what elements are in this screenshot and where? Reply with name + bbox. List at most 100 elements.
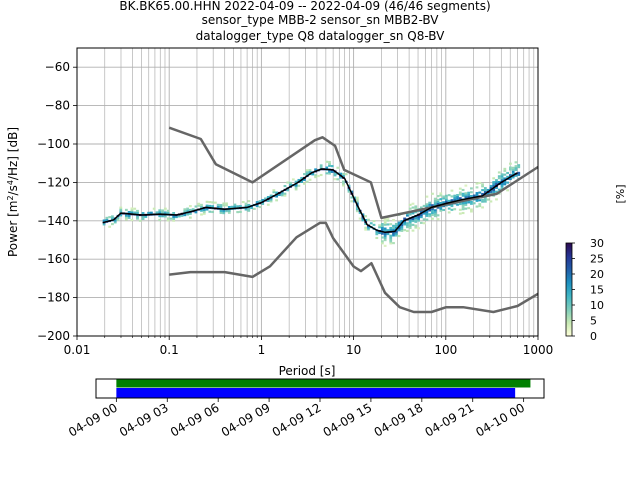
histogram-cell (489, 190, 493, 193)
histogram-cell (458, 197, 462, 200)
y-tick-label: −160 (37, 252, 70, 266)
histogram-cell (175, 215, 178, 219)
histogram-cell (492, 177, 496, 180)
histogram-cell (431, 209, 434, 213)
histogram-cell (266, 203, 270, 206)
histogram-cell (433, 214, 437, 218)
histogram-cell (419, 214, 423, 217)
histogram-cell (475, 199, 479, 202)
histogram-cell (280, 192, 284, 195)
histogram-cell (447, 207, 451, 210)
histogram-cell (247, 207, 251, 210)
histogram-cell (508, 166, 512, 169)
histogram-cell (278, 193, 281, 196)
histogram-cell (367, 228, 370, 231)
histogram-cell (483, 198, 487, 201)
histogram-cell (200, 205, 203, 208)
histogram-cell (208, 210, 212, 213)
histogram-cell (141, 217, 145, 220)
histogram-cell (389, 226, 393, 230)
histogram-cell (116, 216, 120, 219)
histogram-cell (188, 216, 192, 219)
histogram-cell (386, 229, 390, 232)
histogram-cell (470, 210, 473, 213)
colorbar-tick-label: 15 (590, 284, 604, 297)
histogram-cell (172, 217, 176, 220)
histogram-cell (233, 205, 237, 208)
histogram-cell (355, 200, 359, 203)
histogram-cell (305, 169, 309, 172)
histogram-cell (495, 182, 498, 186)
histogram-cell (461, 192, 465, 195)
histogram-cell (155, 211, 159, 214)
histogram-cell (408, 226, 412, 229)
histogram-cell (380, 226, 384, 229)
coverage-bar-green (116, 379, 531, 388)
histogram-cell (294, 186, 298, 189)
histogram-cell (342, 172, 345, 175)
histogram-cell (425, 203, 429, 206)
histogram-cell (472, 194, 476, 197)
histogram-cell (514, 167, 518, 170)
histogram-cell (342, 184, 345, 187)
histogram-cell (305, 180, 309, 183)
histogram-cell (269, 194, 273, 197)
histogram-cell (136, 217, 139, 220)
histogram-cell (478, 204, 482, 208)
histogram-cell (380, 228, 384, 231)
histogram-cell (400, 225, 404, 229)
histogram-cell (283, 194, 287, 197)
histogram-cell (439, 192, 443, 195)
histogram-cell (483, 189, 487, 192)
histogram-cell (503, 183, 507, 186)
histogram-cell (470, 200, 473, 203)
histogram-cell (444, 200, 448, 203)
histogram-cell (378, 231, 381, 235)
histogram-cell (450, 199, 454, 202)
histogram-cell (244, 204, 248, 207)
histogram-cell (417, 215, 420, 218)
histogram-cell (389, 236, 393, 239)
histogram-cell (447, 194, 451, 197)
histogram-cell (166, 217, 170, 220)
histogram-cell (272, 191, 276, 194)
histogram-cell (472, 202, 476, 205)
histogram-cell (188, 208, 192, 212)
histogram-cell (517, 166, 521, 169)
histogram-cell (436, 214, 440, 217)
histogram-cell (495, 186, 498, 189)
x-axis-ticks: 0.01 0.1 1 10 100 1000 (64, 336, 553, 357)
histogram-cell (202, 208, 206, 211)
histogram-cell (119, 206, 123, 209)
histogram-cell (364, 218, 368, 222)
histogram-cell (136, 209, 139, 212)
histogram-cell (408, 221, 412, 224)
histogram-cell (394, 224, 398, 227)
x-axis-label: Period [s] (279, 364, 336, 378)
histogram-cell (383, 237, 387, 240)
histogram-cell (369, 222, 373, 225)
histogram-cell (105, 216, 109, 219)
histogram-cell (470, 208, 473, 211)
histogram-cell (470, 187, 473, 190)
histogram-cell (503, 173, 507, 176)
histogram-cell (183, 214, 187, 217)
histogram-cell (380, 236, 384, 239)
histogram-cell (294, 180, 298, 183)
histogram-cell (202, 212, 206, 215)
histogram-cell (489, 186, 493, 190)
histogram-cell (367, 218, 370, 221)
histogram-cell (431, 208, 434, 211)
histogram-cell (503, 181, 507, 184)
y-tick-label: −60 (45, 60, 70, 74)
histogram-cell (431, 217, 434, 220)
histogram-cell (113, 219, 117, 222)
histogram-cell (489, 185, 493, 188)
histogram-cell (105, 218, 109, 221)
histogram-cell (514, 174, 518, 177)
histogram-cell (500, 173, 504, 176)
histogram-cell (511, 166, 515, 169)
histogram-cell (458, 212, 462, 215)
histogram-cell (450, 204, 454, 208)
x-tick-label: 1 (258, 343, 266, 357)
